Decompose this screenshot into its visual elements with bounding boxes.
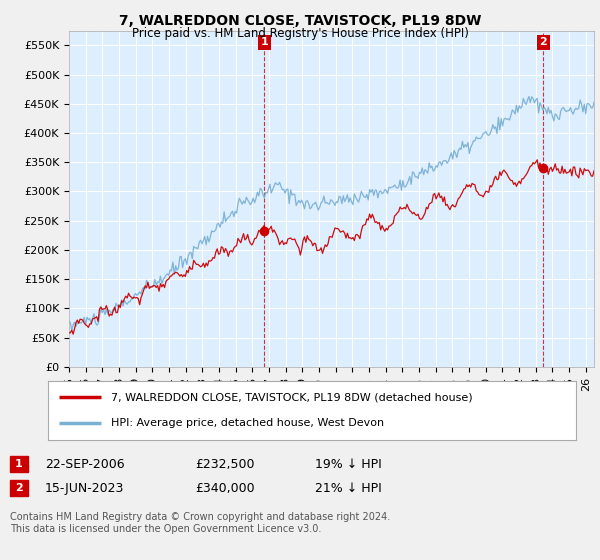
FancyBboxPatch shape [10, 480, 28, 496]
Text: 7, WALREDDON CLOSE, TAVISTOCK, PL19 8DW: 7, WALREDDON CLOSE, TAVISTOCK, PL19 8DW [119, 14, 481, 28]
Text: 1: 1 [260, 38, 268, 48]
Text: 22-SEP-2006: 22-SEP-2006 [45, 458, 125, 471]
Text: 19% ↓ HPI: 19% ↓ HPI [315, 458, 382, 471]
Text: 2: 2 [539, 38, 547, 48]
Text: Contains HM Land Registry data © Crown copyright and database right 2024.
This d: Contains HM Land Registry data © Crown c… [10, 512, 390, 534]
Text: 21% ↓ HPI: 21% ↓ HPI [315, 482, 382, 494]
Text: £232,500: £232,500 [195, 458, 254, 471]
Text: 1: 1 [15, 459, 23, 469]
Text: 15-JUN-2023: 15-JUN-2023 [45, 482, 124, 494]
Text: HPI: Average price, detached house, West Devon: HPI: Average price, detached house, West… [112, 418, 385, 428]
Text: £340,000: £340,000 [195, 482, 254, 494]
Text: 2: 2 [15, 483, 23, 493]
FancyBboxPatch shape [10, 456, 28, 472]
Text: Price paid vs. HM Land Registry's House Price Index (HPI): Price paid vs. HM Land Registry's House … [131, 27, 469, 40]
Text: 7, WALREDDON CLOSE, TAVISTOCK, PL19 8DW (detached house): 7, WALREDDON CLOSE, TAVISTOCK, PL19 8DW … [112, 392, 473, 402]
